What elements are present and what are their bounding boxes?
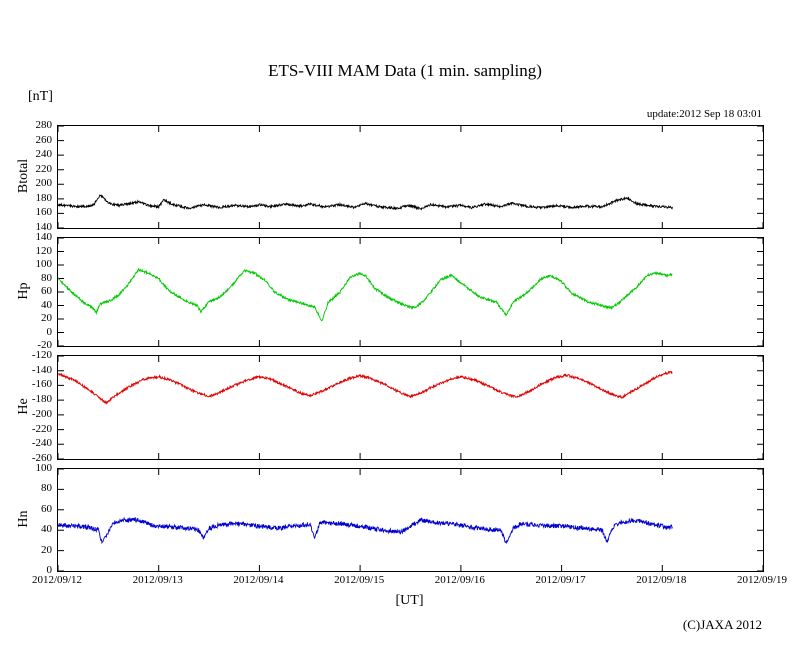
- chart-title: ETS-VIII MAM Data (1 min. sampling): [268, 61, 542, 80]
- series-line-he: [58, 370, 673, 405]
- ytick-label: 200: [35, 177, 53, 190]
- ytick-label: -160: [31, 378, 52, 391]
- ytick-label: -180: [31, 393, 52, 406]
- ytick-label: 40: [41, 523, 52, 536]
- ytick-label: 20: [41, 543, 52, 556]
- xtick-label: 2012/09/16: [434, 574, 485, 586]
- xtick-label: 2012/09/19: [736, 574, 788, 586]
- update-timestamp: update:2012 Sep 18 03:01: [646, 108, 762, 120]
- copyright-label: (C)JAXA 2012: [682, 617, 762, 632]
- ytick-label: 100: [35, 258, 53, 270]
- xtick-label: 2012/09/14: [233, 574, 284, 586]
- ytick-label: -140: [31, 363, 52, 376]
- ytick-label: 280: [35, 119, 53, 131]
- ytick-label: 20: [41, 312, 52, 324]
- ytick-label: 120: [35, 244, 53, 257]
- ytick-label: 60: [41, 502, 52, 515]
- ytick-label: -20: [37, 339, 52, 351]
- ytick-label: 0: [46, 325, 53, 338]
- xtick-label: 2012/09/13: [132, 574, 183, 586]
- ytick-label: 180: [35, 191, 53, 204]
- plot-area-hn: [57, 468, 764, 572]
- ytick-label: 80: [41, 482, 52, 495]
- ytick-label: 160: [35, 206, 53, 219]
- y-unit-label: [nT]: [28, 89, 53, 104]
- ytick-label: 260: [35, 133, 53, 146]
- ytick-label: 240: [35, 148, 53, 161]
- series-line-hp: [58, 267, 673, 322]
- ytick-label: 220: [35, 162, 53, 175]
- ytick-label: -260: [31, 452, 52, 464]
- ytick-label: 140: [35, 231, 53, 243]
- ytick-label: 40: [41, 298, 52, 311]
- ytick-label: -200: [31, 407, 52, 420]
- plot-area-he: [57, 355, 764, 460]
- xtick-label: 2012/09/15: [334, 574, 385, 586]
- ytick-label: 0: [46, 564, 53, 576]
- xtick-label: 2012/09/17: [535, 574, 586, 586]
- ytick-label: -220: [31, 422, 52, 435]
- panel-he: He -120 -140 -160 -180 -200 -220 -240 -260: [0, 349, 810, 464]
- axis-ticks: [58, 469, 763, 571]
- xtick-label: 2012/09/18: [636, 574, 687, 586]
- ytick-label: 140: [35, 221, 53, 233]
- series-line-hn: [58, 516, 673, 545]
- plot-area-hp: [57, 237, 764, 347]
- panel-hn: Hn 100 80 60 40 20 0: [0, 462, 810, 576]
- axis-ticks: [58, 356, 763, 459]
- series-line-btotal: [58, 194, 673, 211]
- axis-ticks: [58, 126, 763, 228]
- axis-ticks: [58, 238, 763, 346]
- panel-btotal: Btotal 280 260 240 220 200 180 160 140: [0, 119, 810, 233]
- x-axis-label: [UT]: [395, 593, 424, 608]
- ytick-label: -240: [31, 437, 52, 450]
- ytick-label: -120: [31, 349, 52, 361]
- plot-area-btotal: [57, 125, 764, 229]
- panel-hp: Hp 140 120 100 80 60 40 20 0 -20: [0, 231, 810, 351]
- ytick-label: 80: [41, 271, 52, 284]
- ytick-label: 60: [41, 285, 52, 297]
- xtick-label: 2012/09/12: [31, 574, 83, 586]
- ytick-label: 100: [35, 462, 53, 474]
